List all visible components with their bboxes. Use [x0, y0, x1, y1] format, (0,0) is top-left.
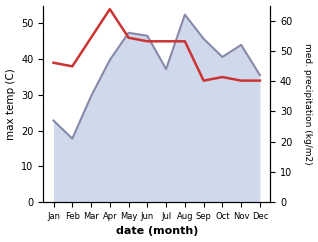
X-axis label: date (month): date (month) — [115, 227, 198, 236]
Y-axis label: max temp (C): max temp (C) — [5, 68, 16, 140]
Y-axis label: med. precipitation (kg/m2): med. precipitation (kg/m2) — [303, 43, 313, 165]
